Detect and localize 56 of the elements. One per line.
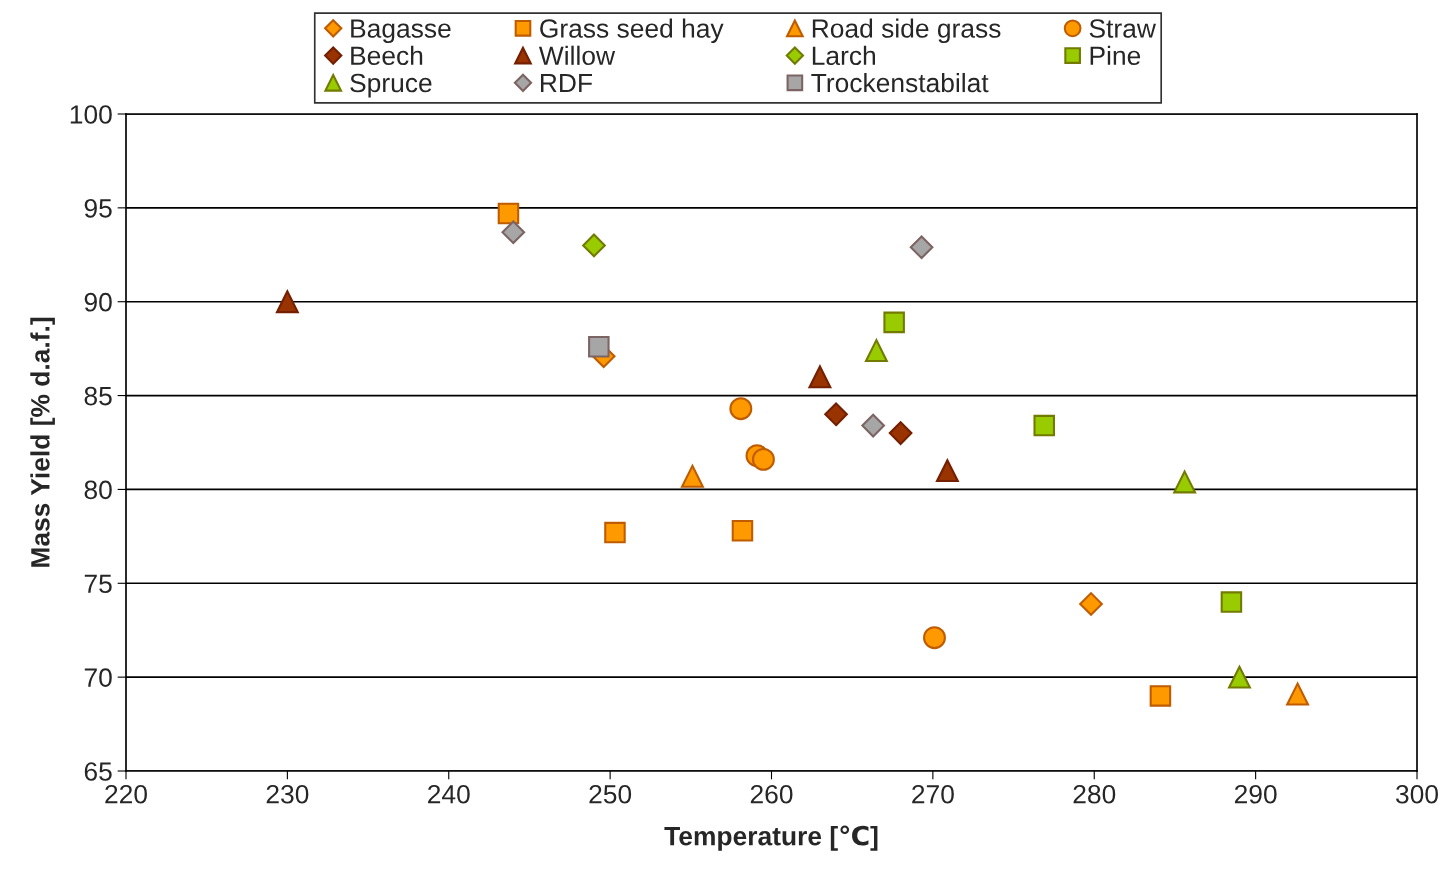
point [888, 421, 913, 445]
point [935, 459, 959, 483]
x-tick-label: 300 [1395, 784, 1438, 804]
x-axis-title: Temperature [℃] [664, 825, 878, 851]
y-tick-label: 65 [84, 762, 112, 781]
point [729, 397, 753, 421]
point [731, 519, 754, 542]
x-tick-label: 290 [1234, 784, 1277, 804]
point [1149, 685, 1172, 707]
point [1079, 592, 1103, 616]
point [1033, 414, 1055, 437]
y-axis-title: Mass Yield [% d.a.f.] [30, 317, 55, 567]
point [1228, 665, 1251, 689]
point [582, 233, 606, 258]
point [824, 402, 848, 427]
x-tick-label: 230 [266, 784, 309, 804]
x-tick-label: 280 [1073, 784, 1116, 804]
point [604, 521, 626, 544]
y-tick-label: 100 [70, 105, 112, 124]
point [497, 202, 520, 225]
point [1286, 682, 1310, 706]
y-tick-label: 75 [84, 574, 112, 594]
y-tick-label: 80 [84, 480, 112, 500]
y-tick-label: 90 [84, 292, 112, 312]
legend-label: Spruce [350, 73, 432, 98]
legend-label: Willow [538, 45, 616, 66]
point [751, 447, 775, 471]
legend-label: Straw [1089, 19, 1156, 38]
x-tick-label: 240 [428, 784, 470, 804]
legend-label: Bagasse [351, 19, 451, 44]
point [680, 464, 704, 488]
legend-label: RDF [540, 73, 592, 93]
point [808, 365, 832, 389]
y-tick-label: 85 [84, 386, 112, 406]
x-tick-label: 260 [750, 784, 793, 804]
legend-label: Pine [1090, 45, 1141, 66]
point [275, 290, 299, 314]
legend-label: Beech [351, 45, 423, 66]
x-tick-label: 250 [589, 784, 632, 804]
point [588, 336, 610, 358]
point [923, 626, 946, 650]
legend-label: Grass seed hay [540, 18, 724, 44]
point [861, 413, 886, 438]
legend-label: Trockenstabilat [811, 72, 989, 93]
point [909, 235, 934, 260]
y-tick-label: 70 [84, 668, 112, 687]
legend-label: Road side grass [812, 18, 1001, 44]
y-tick-label: 95 [84, 198, 112, 218]
point [1173, 470, 1197, 494]
point [883, 311, 905, 334]
point [864, 339, 888, 362]
x-tick-label: 220 [105, 784, 147, 804]
legend-label: Larch [812, 45, 875, 66]
point [501, 220, 526, 245]
point [1220, 591, 1243, 613]
x-tick-label: 270 [912, 784, 954, 804]
